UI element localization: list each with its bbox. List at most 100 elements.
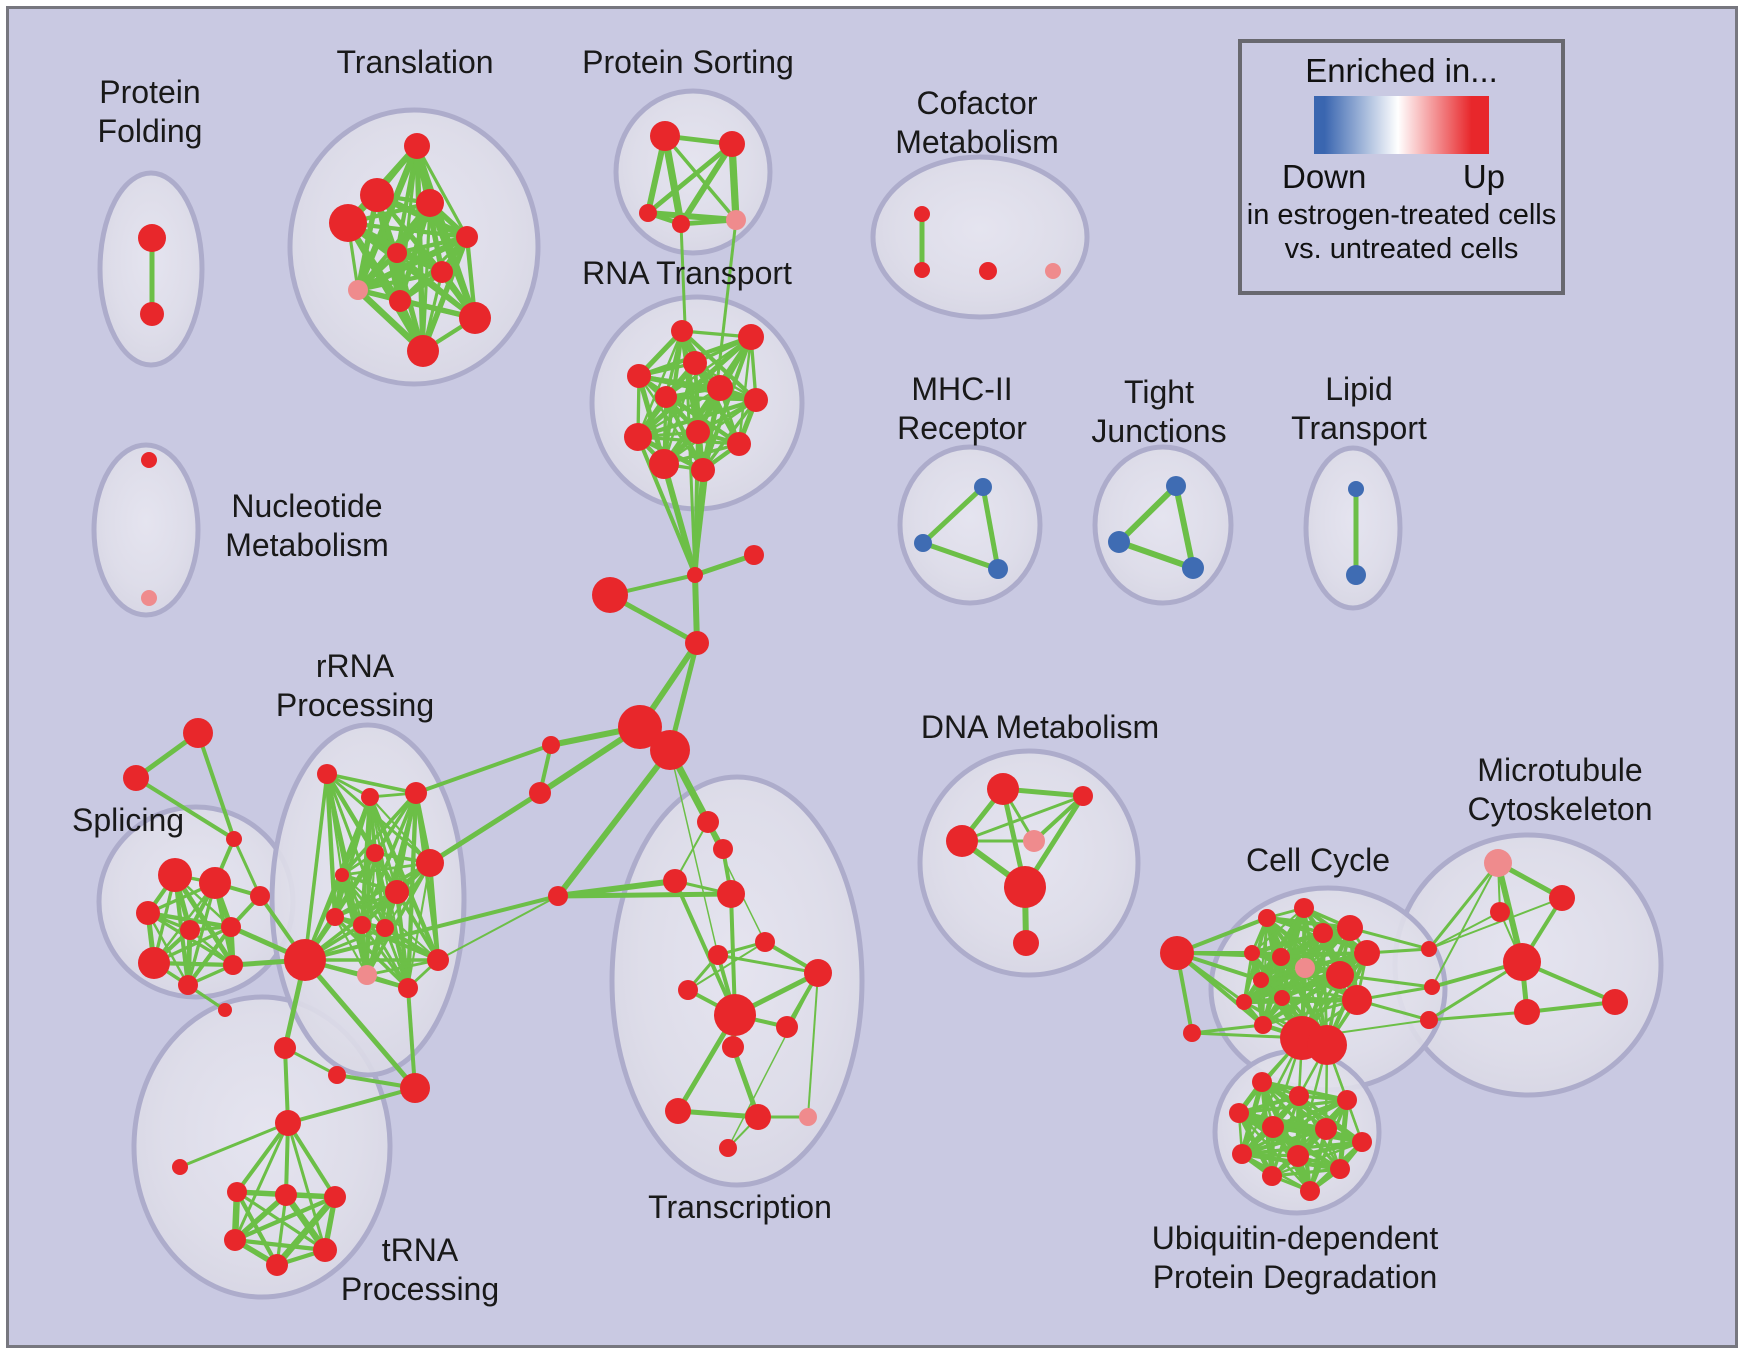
edge [303,958,417,1090]
edge [638,373,757,403]
node-MtP [1484,849,1512,877]
node-T7 [431,261,453,283]
edge [357,269,443,293]
cluster-ellipse-nucleotide [91,442,201,618]
edge [921,485,985,545]
edge [147,910,232,930]
node-TR1 [697,811,719,833]
edge [694,552,755,578]
edge [334,861,431,919]
edge [437,895,559,961]
cluster-label-splicing-0: Splicing [72,802,184,838]
node-J2 [1424,979,1440,995]
edge [1241,1126,1327,1157]
node-R8 [686,420,710,444]
edge [646,142,734,215]
node-HUB2 [650,730,690,770]
node-C18 [1307,1025,1347,1065]
edge [1191,1023,1264,1035]
edge [1238,1098,1348,1115]
cluster-ellipse-trna [131,994,393,1300]
node-Sp6 [138,947,170,979]
node-R7 [744,388,768,412]
edge [334,916,368,976]
node-D5 [1004,866,1046,908]
node-X1 [687,567,703,583]
node-R4 [627,364,651,388]
node-C6 [1337,915,1363,941]
cluster-label-protein_folding-0: Protein [99,74,200,110]
node-C14 [1274,990,1290,1006]
node-T3 [416,189,444,217]
edge [673,880,737,1016]
edge [356,234,469,293]
node-RR1 [317,764,337,784]
node-C8 [1244,945,1260,961]
edge [333,915,410,990]
edge [922,540,999,572]
legend-axis-labels: Down Up [1242,159,1561,195]
cluster-labels: ProteinFoldingNucleotideMetabolismTransl… [72,44,1653,1307]
node-RR4 [366,844,384,862]
edge [235,1121,290,1194]
edge [1428,1010,1528,1022]
node-R2 [738,324,764,350]
node-Sp4 [180,920,200,940]
node-U9 [1287,1145,1309,1167]
node-CM1 [914,206,930,222]
cluster-label-translation-0: Translation [336,44,493,80]
nodes [123,121,1628,1276]
node-PS3 [639,204,657,222]
node-Mt2 [1490,902,1510,922]
cluster-label-protein_folding-1: Folding [98,113,203,149]
cluster-label-ubiquitin-0: Ubiquitin-dependent [1152,1220,1439,1256]
node-X7 [548,886,568,906]
node-Sp2 [199,867,231,899]
edge [134,776,236,841]
node-PS1 [650,121,680,151]
node-U12 [1300,1181,1320,1201]
node-J1 [1421,941,1437,957]
edge [1266,915,1351,931]
node-TRe [776,1016,798,1038]
node-X3 [592,577,628,613]
edge [1262,998,1358,1027]
node-tF [266,1254,288,1276]
cluster-ellipse-tight_junctions [1092,444,1234,606]
edge [186,882,217,986]
node-RR9 [353,916,371,934]
node-tD [224,1229,246,1251]
node-NM2 [141,590,157,606]
node-D1 [987,773,1019,805]
node-T1 [404,133,430,159]
node-U3 [1337,1090,1357,1110]
node-RR11 [357,965,377,985]
node-U2 [1289,1086,1309,1106]
node-CM2 [914,262,930,278]
edge [233,1122,290,1241]
edge [661,463,698,576]
edge [961,794,1084,843]
edge [737,336,753,445]
node-C7 [1354,940,1380,966]
node-D6 [1013,930,1039,956]
edge [717,953,819,975]
node-C10 [1295,958,1315,978]
node-tHub [275,1110,301,1136]
edge [415,743,552,795]
node-T8 [348,280,368,300]
cluster-label-tight_junctions-1: Junctions [1091,413,1226,449]
edge [354,144,421,292]
node-T5 [456,226,478,248]
node-U11 [1262,1166,1282,1186]
edge [555,748,673,898]
node-C5 [1313,923,1333,943]
node-Mt4 [1602,989,1628,1015]
edge [1251,926,1351,955]
edge [1428,897,1563,950]
edge [234,1237,326,1253]
node-tC [324,1186,346,1208]
edge [663,134,738,222]
node-C2 [1183,1024,1201,1042]
node-ST1 [183,718,213,748]
